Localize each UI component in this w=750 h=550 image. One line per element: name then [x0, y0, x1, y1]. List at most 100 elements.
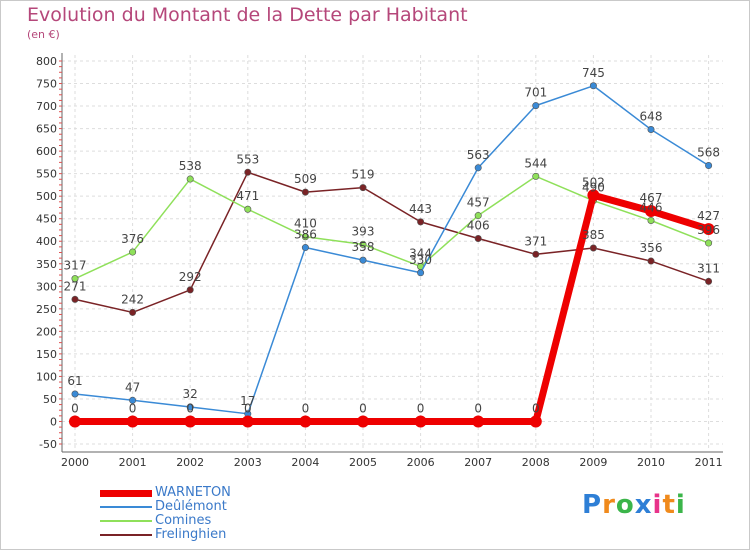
data-point	[71, 295, 79, 303]
data-point	[705, 277, 713, 285]
data-point	[301, 188, 309, 196]
data-label: 311	[697, 261, 720, 275]
data-label: 443	[409, 202, 432, 216]
y-tick-label: 300	[36, 280, 57, 293]
chart-title: Evolution du Montant de la Dette par Hab…	[27, 4, 468, 26]
data-point	[645, 205, 657, 218]
data-point	[474, 212, 482, 220]
series-line-deûlémont	[74, 85, 709, 415]
data-label: 509	[294, 172, 317, 186]
y-tick-label: 200	[36, 325, 57, 338]
data-label: 544	[524, 156, 547, 170]
data-point	[417, 269, 425, 277]
data-label: 386	[294, 228, 317, 242]
x-tick-label: 2001	[119, 456, 147, 469]
legend-label: Deûlémont	[155, 499, 227, 514]
data-label: 648	[640, 109, 663, 123]
y-tick-label: -50	[39, 438, 57, 451]
y-tick-label: 150	[36, 348, 57, 361]
data-label: 385	[582, 228, 605, 242]
x-tick-label: 2006	[407, 456, 435, 469]
proxiti-logo: Proxiti	[582, 490, 686, 520]
data-point	[589, 82, 597, 90]
x-tick-label: 2009	[579, 456, 607, 469]
data-point	[244, 168, 252, 176]
data-label: 358	[352, 240, 375, 254]
data-label: 376	[121, 232, 144, 246]
data-label: 406	[467, 219, 490, 233]
x-tick-label: 2005	[349, 456, 377, 469]
data-label: 457	[467, 196, 490, 210]
y-tick-label: 500	[36, 190, 57, 203]
data-point	[129, 248, 137, 256]
data-point	[532, 172, 540, 180]
data-label: 32	[183, 387, 198, 401]
data-label: 467	[640, 191, 663, 205]
data-label: 410	[294, 217, 317, 231]
data-label: 0	[474, 401, 482, 415]
x-tick-label: 2008	[522, 456, 550, 469]
data-point	[472, 415, 485, 428]
data-label: 396	[697, 223, 720, 237]
data-point	[414, 415, 427, 428]
data-label: 568	[697, 146, 720, 160]
data-point	[705, 162, 713, 170]
data-label: 0	[359, 401, 367, 415]
data-label: 292	[179, 270, 202, 284]
data-label: 519	[352, 168, 375, 182]
data-label: 61	[67, 374, 82, 388]
x-tick-label: 2004	[291, 456, 319, 469]
data-point	[474, 164, 482, 172]
y-tick-label: 400	[36, 235, 57, 248]
data-point	[126, 415, 139, 428]
data-label: 538	[179, 159, 202, 173]
series-line-frelinghien	[74, 171, 709, 314]
data-label: 0	[532, 401, 540, 415]
data-label: 427	[697, 209, 720, 223]
data-point	[129, 308, 137, 316]
data-point	[702, 223, 715, 236]
y-tick-label: 100	[36, 370, 57, 383]
data-point	[299, 415, 312, 428]
legend-label: WARNETON	[155, 485, 231, 500]
y-tick-label: 800	[36, 55, 57, 68]
data-point	[359, 184, 367, 192]
y-tick-label: 650	[36, 123, 57, 136]
y-tick-label: 50	[43, 393, 57, 406]
data-label: 47	[125, 380, 140, 394]
legend-label: Comines	[155, 513, 212, 528]
data-label: 356	[640, 241, 663, 255]
data-point	[359, 256, 367, 264]
data-label: 0	[244, 401, 252, 415]
data-label: 502	[582, 175, 605, 189]
data-point	[186, 403, 194, 411]
data-point	[357, 415, 369, 428]
series-line-comines	[74, 175, 709, 280]
y-tick-label: 700	[36, 100, 57, 113]
data-label: 242	[121, 292, 144, 306]
data-point	[647, 257, 655, 265]
data-point	[71, 275, 79, 283]
data-point	[301, 233, 309, 241]
data-label: 393	[352, 224, 375, 238]
data-label: 271	[64, 279, 87, 293]
data-point	[647, 217, 655, 225]
data-point	[705, 239, 713, 247]
data-point	[184, 415, 197, 428]
unit-label: (en €)	[27, 28, 60, 41]
y-tick-label: 250	[36, 303, 57, 316]
data-label: 0	[71, 401, 79, 415]
x-tick-label: 2011	[695, 456, 723, 469]
x-tick-label: 2002	[176, 456, 204, 469]
data-label: 446	[640, 201, 663, 215]
data-point	[69, 415, 81, 428]
y-tick-label: 600	[36, 145, 57, 158]
data-point	[186, 175, 194, 183]
data-label: 745	[582, 66, 605, 80]
data-point	[532, 102, 540, 110]
y-tick-label: 0	[50, 415, 57, 428]
data-label: 344	[409, 246, 432, 260]
legend-label: Frelinghien	[155, 527, 227, 542]
data-point	[532, 250, 540, 258]
